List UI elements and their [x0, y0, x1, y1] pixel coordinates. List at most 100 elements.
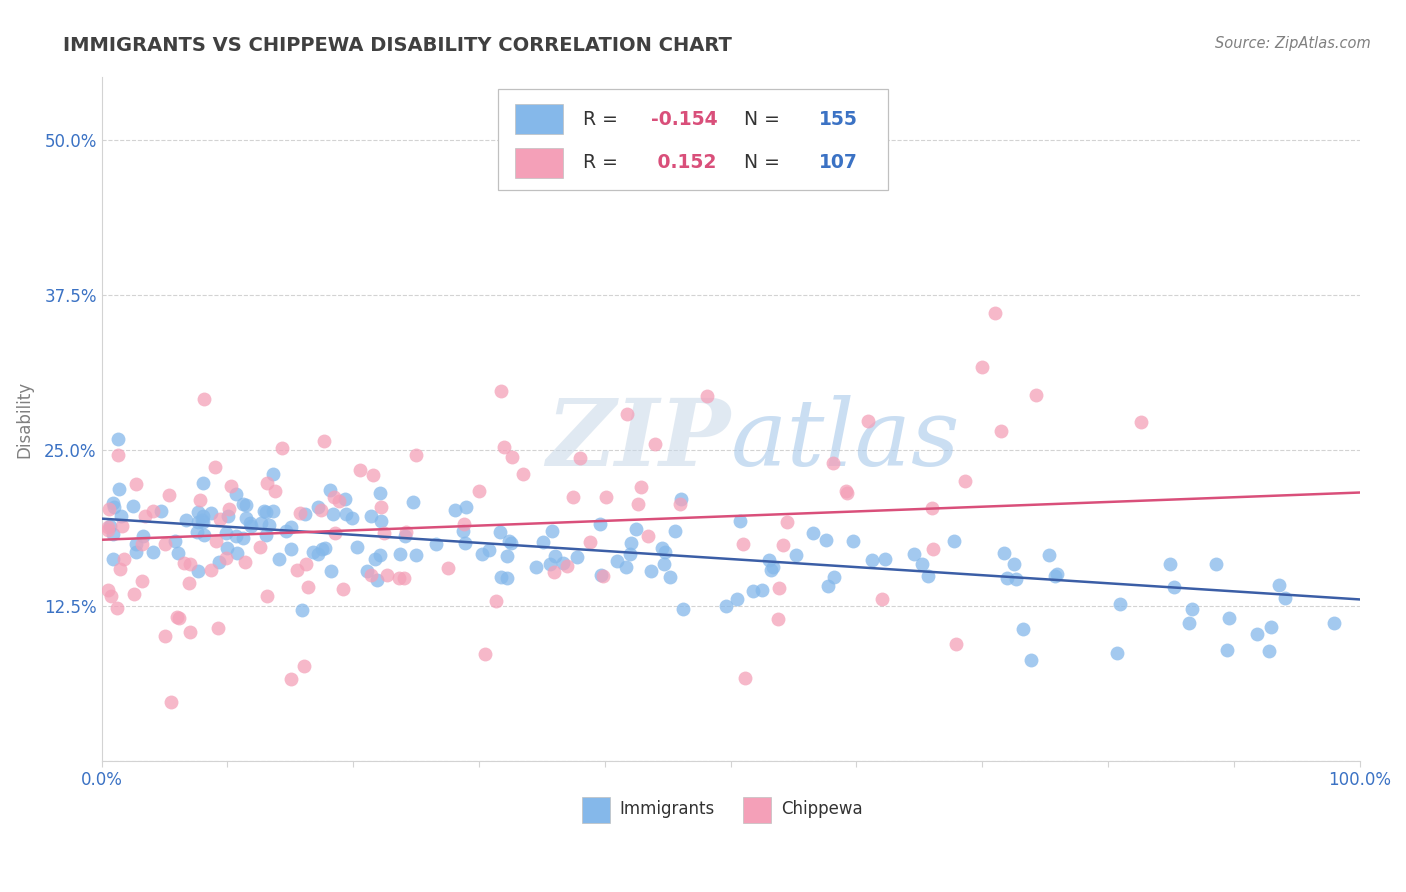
Point [405, 448, 427, 462]
Point [860, 553, 883, 567]
Point [173, 556, 195, 570]
Point [917, 569, 939, 583]
Point [292, 659, 315, 673]
Point [262, 467, 284, 481]
Point [474, 647, 496, 661]
Point [444, 503, 467, 517]
Point [540, 557, 562, 571]
Point [349, 463, 371, 477]
Point [174, 513, 197, 527]
Point [734, 672, 756, 686]
Point [672, 601, 695, 615]
Point [188, 492, 211, 507]
Point [97, 523, 120, 537]
Point [751, 582, 773, 597]
Point [402, 495, 425, 509]
Point [592, 569, 614, 583]
Text: Immigrants: Immigrants [620, 800, 716, 818]
Point [134, 508, 156, 523]
Point [225, 546, 247, 560]
Point [394, 529, 416, 543]
Point [335, 507, 357, 521]
Point [335, 492, 357, 507]
Point [454, 536, 477, 550]
Point [1109, 598, 1132, 612]
Text: 155: 155 [818, 110, 858, 128]
Point [125, 545, 148, 559]
Point [193, 475, 215, 490]
Point [112, 551, 135, 566]
Point [280, 520, 302, 534]
Point [307, 547, 329, 561]
Point [654, 545, 676, 559]
Point [366, 573, 388, 587]
Point [630, 480, 652, 494]
Point [1038, 548, 1060, 562]
Point [101, 526, 124, 541]
Point [759, 563, 782, 577]
Point [758, 553, 780, 567]
Point [264, 484, 287, 499]
Text: R =: R = [583, 110, 624, 128]
Point [101, 552, 124, 566]
Point [191, 508, 214, 523]
Point [392, 571, 415, 585]
Point [165, 534, 187, 549]
Point [1258, 643, 1281, 657]
Point [696, 389, 718, 403]
Point [489, 524, 512, 539]
Point [652, 558, 675, 572]
Point [370, 500, 392, 514]
Point [835, 486, 858, 500]
Point [454, 500, 477, 514]
Point [993, 546, 1015, 560]
Point [616, 407, 638, 421]
Point [105, 601, 128, 615]
Point [187, 564, 209, 578]
Point [207, 621, 229, 635]
Point [544, 549, 567, 564]
Bar [516, 148, 564, 178]
Point [1002, 557, 1025, 571]
Point [214, 550, 236, 565]
Point [368, 485, 391, 500]
Point [614, 559, 637, 574]
Point [873, 552, 896, 566]
Point [512, 467, 534, 481]
Point [290, 506, 312, 520]
Point [179, 558, 201, 572]
Point [239, 516, 262, 530]
Point [107, 448, 129, 462]
Point [205, 534, 228, 549]
Point [225, 529, 247, 543]
Point [150, 503, 173, 517]
Point [1005, 572, 1028, 586]
Text: atlas: atlas [731, 395, 960, 484]
Point [668, 497, 690, 511]
Point [768, 582, 790, 596]
Point [945, 637, 967, 651]
Point [208, 512, 231, 526]
Point [620, 535, 643, 549]
Point [1218, 611, 1240, 625]
Point [377, 567, 399, 582]
Point [943, 534, 966, 549]
Point [990, 424, 1012, 438]
Point [360, 567, 382, 582]
Point [725, 591, 748, 606]
Point [346, 541, 368, 555]
Point [565, 550, 588, 565]
Point [218, 502, 240, 516]
Point [193, 528, 215, 542]
Point [524, 560, 547, 574]
Point [644, 437, 666, 451]
Point [425, 537, 447, 551]
Point [499, 536, 522, 550]
Point [817, 579, 839, 593]
Point [451, 524, 474, 538]
Point [97, 520, 120, 534]
Point [253, 504, 276, 518]
Point [167, 611, 190, 625]
Point [437, 561, 460, 575]
Point [157, 488, 180, 502]
